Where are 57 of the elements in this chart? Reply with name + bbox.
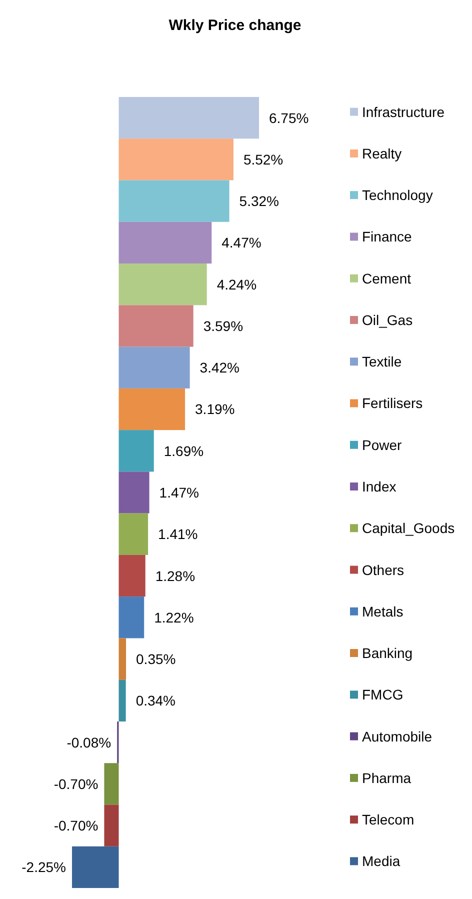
data-label: 1.69%: [164, 442, 204, 459]
y-tick-label: Pharma: [362, 770, 412, 786]
y-tick-label: Infrastructure: [362, 104, 445, 120]
bar: [118, 222, 212, 264]
data-label: 3.42%: [200, 360, 240, 376]
bar: [118, 430, 154, 472]
bar: [118, 305, 194, 347]
data-label: 4.47%: [222, 234, 262, 251]
y-tick-label: FMCG: [362, 686, 404, 703]
bar: [118, 472, 150, 514]
y-tick-label: Power: [362, 436, 402, 453]
y-tick-label: Others: [362, 562, 404, 578]
data-label: 0.34%: [136, 692, 176, 709]
bar: [118, 264, 207, 306]
data-label: 1.22%: [154, 609, 194, 626]
data-label: 0.35%: [136, 651, 176, 668]
y-tick-label: Realty: [362, 145, 402, 162]
data-label: 3.59%: [203, 318, 244, 334]
y-tick-label: Metals: [362, 603, 404, 620]
bar: [118, 138, 234, 180]
bar: [118, 554, 146, 597]
bar: [118, 596, 144, 638]
data-label: -0.70%: [54, 776, 98, 792]
bar: [118, 346, 190, 388]
data-label: 6.75%: [269, 110, 309, 126]
y-tick-label: Capital_Goods: [362, 520, 455, 536]
chart-title: Wkly Price change: [168, 17, 302, 34]
bar: [118, 638, 126, 680]
y-tick-label: Cement: [362, 270, 412, 286]
y-tick-label: Technology: [362, 187, 433, 204]
data-label: 1.41%: [158, 526, 198, 542]
data-label: 5.32%: [239, 193, 279, 210]
bar: [104, 804, 119, 846]
data-label: 1.47%: [159, 484, 199, 500]
data-label: -2.25%: [22, 859, 66, 876]
data-label: 1.28%: [155, 568, 196, 584]
data-label: 4.24%: [216, 276, 257, 292]
y-tick-label: Fertilisers: [362, 395, 423, 412]
y-tick-label: Finance: [362, 228, 412, 245]
bar: [104, 763, 119, 805]
data-label: 5.52%: [243, 151, 284, 168]
bar: [118, 680, 126, 722]
data-label: -0.70%: [54, 818, 98, 834]
bar: [118, 388, 186, 430]
y-tick-label: Oil_Gas: [362, 312, 413, 328]
y-tick-label: Telecom: [362, 812, 414, 828]
y-tick-label: Automobile: [362, 728, 432, 744]
data-label: 3.19%: [195, 401, 235, 418]
bar: [118, 97, 259, 139]
bar: [118, 180, 230, 222]
y-tick-label: Media: [362, 853, 400, 870]
y-tick-label: Banking: [362, 645, 413, 662]
bar: [72, 846, 119, 888]
y-tick-label: Index: [362, 478, 396, 494]
data-label: -0.08%: [66, 734, 112, 750]
bar: [118, 513, 148, 555]
y-tick-label: Textile: [362, 354, 402, 370]
